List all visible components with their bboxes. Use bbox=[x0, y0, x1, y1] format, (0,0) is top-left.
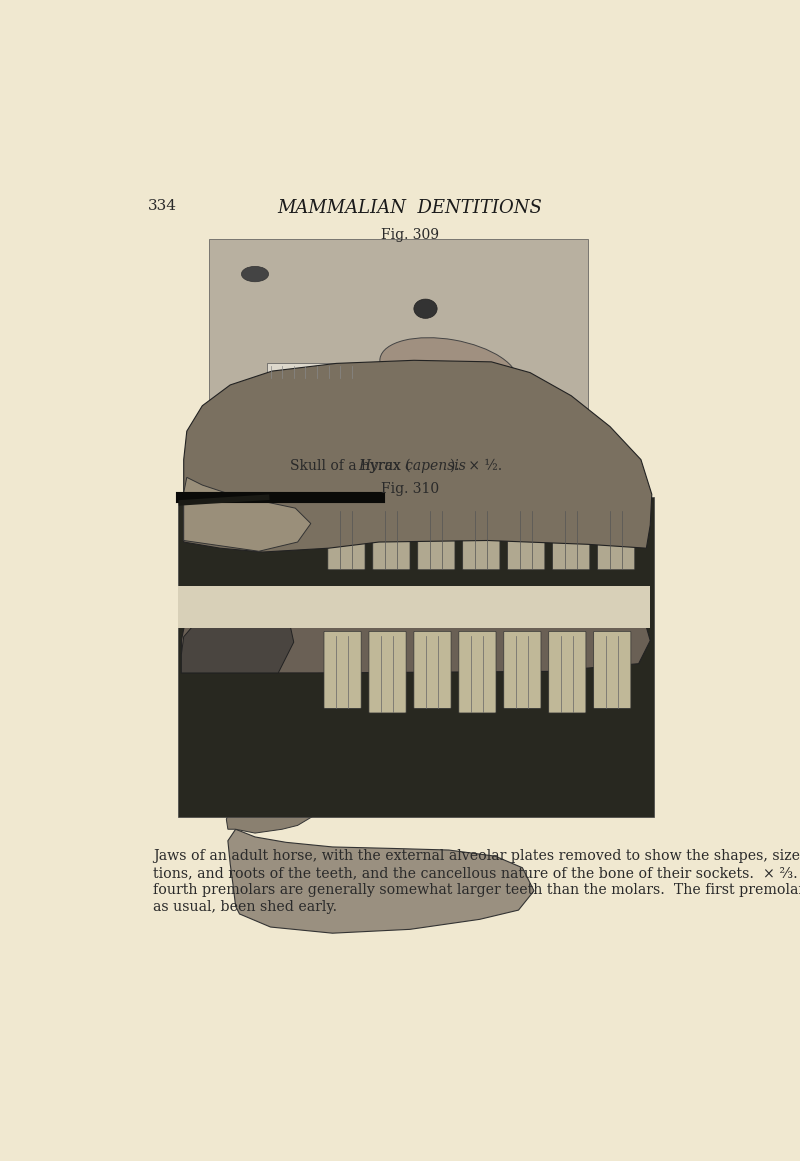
Ellipse shape bbox=[380, 338, 518, 403]
Polygon shape bbox=[184, 477, 310, 551]
Polygon shape bbox=[226, 772, 402, 834]
Text: 334: 334 bbox=[148, 200, 177, 214]
Ellipse shape bbox=[242, 266, 269, 282]
FancyBboxPatch shape bbox=[549, 632, 586, 713]
Bar bbox=[209, 239, 588, 444]
Polygon shape bbox=[182, 594, 650, 673]
Polygon shape bbox=[182, 604, 294, 673]
FancyBboxPatch shape bbox=[418, 511, 455, 570]
Bar bbox=[178, 586, 650, 628]
FancyBboxPatch shape bbox=[324, 632, 361, 708]
Text: Skull of a hyrax (: Skull of a hyrax ( bbox=[290, 459, 410, 474]
Polygon shape bbox=[184, 360, 652, 551]
FancyBboxPatch shape bbox=[508, 511, 545, 570]
FancyBboxPatch shape bbox=[459, 632, 496, 713]
Text: Fig. 310: Fig. 310 bbox=[381, 482, 439, 496]
FancyBboxPatch shape bbox=[414, 632, 451, 708]
FancyBboxPatch shape bbox=[373, 511, 410, 570]
Text: tions, and roots of the teeth, and the cancellous nature of the bone of their so: tions, and roots of the teeth, and the c… bbox=[153, 866, 800, 880]
Text: MAMMALIAN  DENTITIONS: MAMMALIAN DENTITIONS bbox=[278, 200, 542, 217]
Bar bbox=[266, 362, 367, 378]
Text: Jaws of an adult horse, with the external alveolar plates removed to show the sh: Jaws of an adult horse, with the externa… bbox=[153, 849, 800, 864]
Ellipse shape bbox=[414, 300, 437, 318]
FancyBboxPatch shape bbox=[504, 632, 541, 708]
FancyBboxPatch shape bbox=[598, 511, 634, 570]
Text: fourth premolars are generally somewhat larger teeth than the molars.  The first: fourth premolars are generally somewhat … bbox=[153, 884, 800, 897]
Bar bbox=[178, 497, 654, 817]
FancyBboxPatch shape bbox=[462, 511, 500, 570]
FancyBboxPatch shape bbox=[369, 632, 406, 713]
Text: Hyrax capensis: Hyrax capensis bbox=[358, 459, 466, 473]
Polygon shape bbox=[228, 829, 534, 933]
FancyBboxPatch shape bbox=[553, 511, 590, 570]
Text: Fig. 309: Fig. 309 bbox=[381, 228, 439, 241]
Text: ).  × ½.: ). × ½. bbox=[450, 459, 502, 473]
FancyBboxPatch shape bbox=[594, 632, 631, 708]
Text: as usual, been shed early.: as usual, been shed early. bbox=[153, 900, 337, 914]
FancyBboxPatch shape bbox=[328, 511, 365, 570]
